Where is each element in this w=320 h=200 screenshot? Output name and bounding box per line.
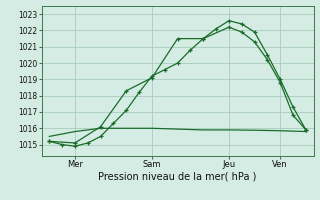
- X-axis label: Pression niveau de la mer( hPa ): Pression niveau de la mer( hPa ): [99, 172, 257, 182]
